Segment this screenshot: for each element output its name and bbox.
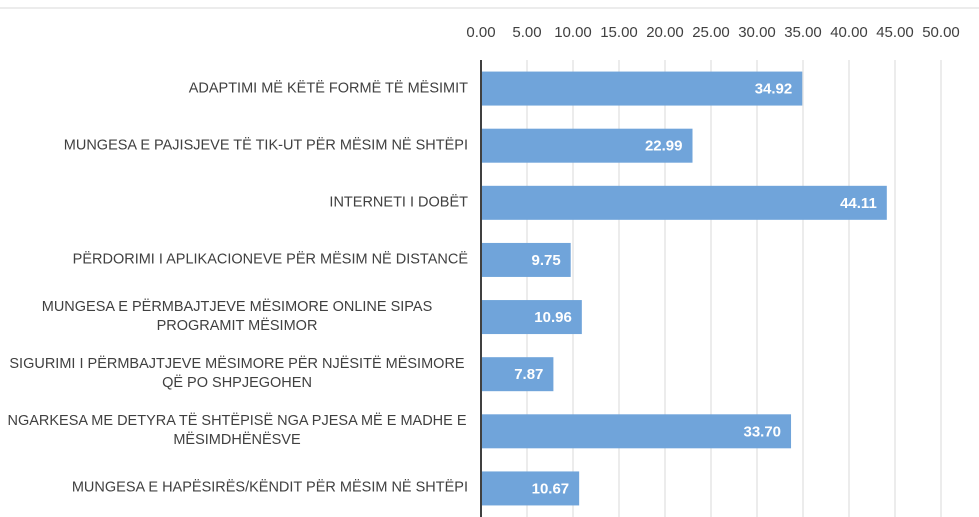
bar [481,185,887,220]
category-text: INTERNETI I DOBËT [329,194,468,211]
x-tick-label: 45.00 [876,24,914,41]
x-tick-label: 10.00 [554,24,592,41]
bar [481,300,582,335]
x-tick-label: 35.00 [784,24,822,41]
category-label: ADAPTIMI MË KËTË FORMË TË MËSIMIT [6,79,468,98]
category-label: PËRDORIMI I APLIKACIONEVE PËR MËSIM NË D… [6,250,468,269]
value-label: 33.70 [743,423,781,440]
bar [481,471,580,506]
category-label: MUNGESA E HAPËSIRËS/KËNDIT PËR MËSIM NË … [6,479,468,498]
category-text: MUNGESA E PËRMBAJTJEVE MËSIMORE ONLINE S… [41,299,433,335]
category-label: MUNGESA E PAJISJEVE TË TIK-UT PËR MËSIM … [6,136,468,155]
bar [481,128,693,163]
x-tick-label: 20.00 [646,24,684,41]
bar [481,71,803,106]
category-text: MUNGESA E PAJISJEVE TË TIK-UT PËR MËSIM … [63,137,468,154]
value-label: 44.11 [840,195,877,212]
value-label: 7.87 [514,366,543,383]
category-label: INTERNETI I DOBËT [6,193,468,212]
value-label: 10.67 [532,480,570,497]
x-tick-label: 30.00 [738,24,776,41]
bar [481,242,571,277]
category-label: NGARKESA ME DETYRA TË SHTËPISË NGA PJESA… [6,412,468,450]
category-text: NGARKESA ME DETYRA TË SHTËPISË NGA PJESA… [7,413,467,449]
category-text: SIGURIMI I PËRMBAJTJEVE MËSIMORE PËR NJË… [9,356,465,392]
x-tick-label: 40.00 [830,24,868,41]
category-text: ADAPTIMI MË KËTË FORMË TË MËSIMIT [188,80,468,97]
x-tick-label: 50.00 [922,24,960,41]
category-text: MUNGESA E HAPËSIRËS/KËNDIT PËR MËSIM NË … [71,479,468,496]
bar [481,357,554,392]
bar [481,414,792,449]
x-tick-label: 5.00 [512,24,541,41]
value-label: 9.75 [531,252,560,269]
category-label: MUNGESA E PËRMBAJTJEVE MËSIMORE ONLINE S… [6,298,468,336]
value-label: 34.92 [755,81,793,98]
category-label: SIGURIMI I PËRMBAJTJEVE MËSIMORE PËR NJË… [6,355,468,393]
value-label: 22.99 [645,138,683,155]
x-tick-label: 0.00 [466,24,495,41]
category-text: PËRDORIMI I APLIKACIONEVE PËR MËSIM NË D… [72,251,468,268]
x-tick-label: 15.00 [600,24,638,41]
x-tick-label: 25.00 [692,24,730,41]
value-label: 10.96 [534,309,572,326]
